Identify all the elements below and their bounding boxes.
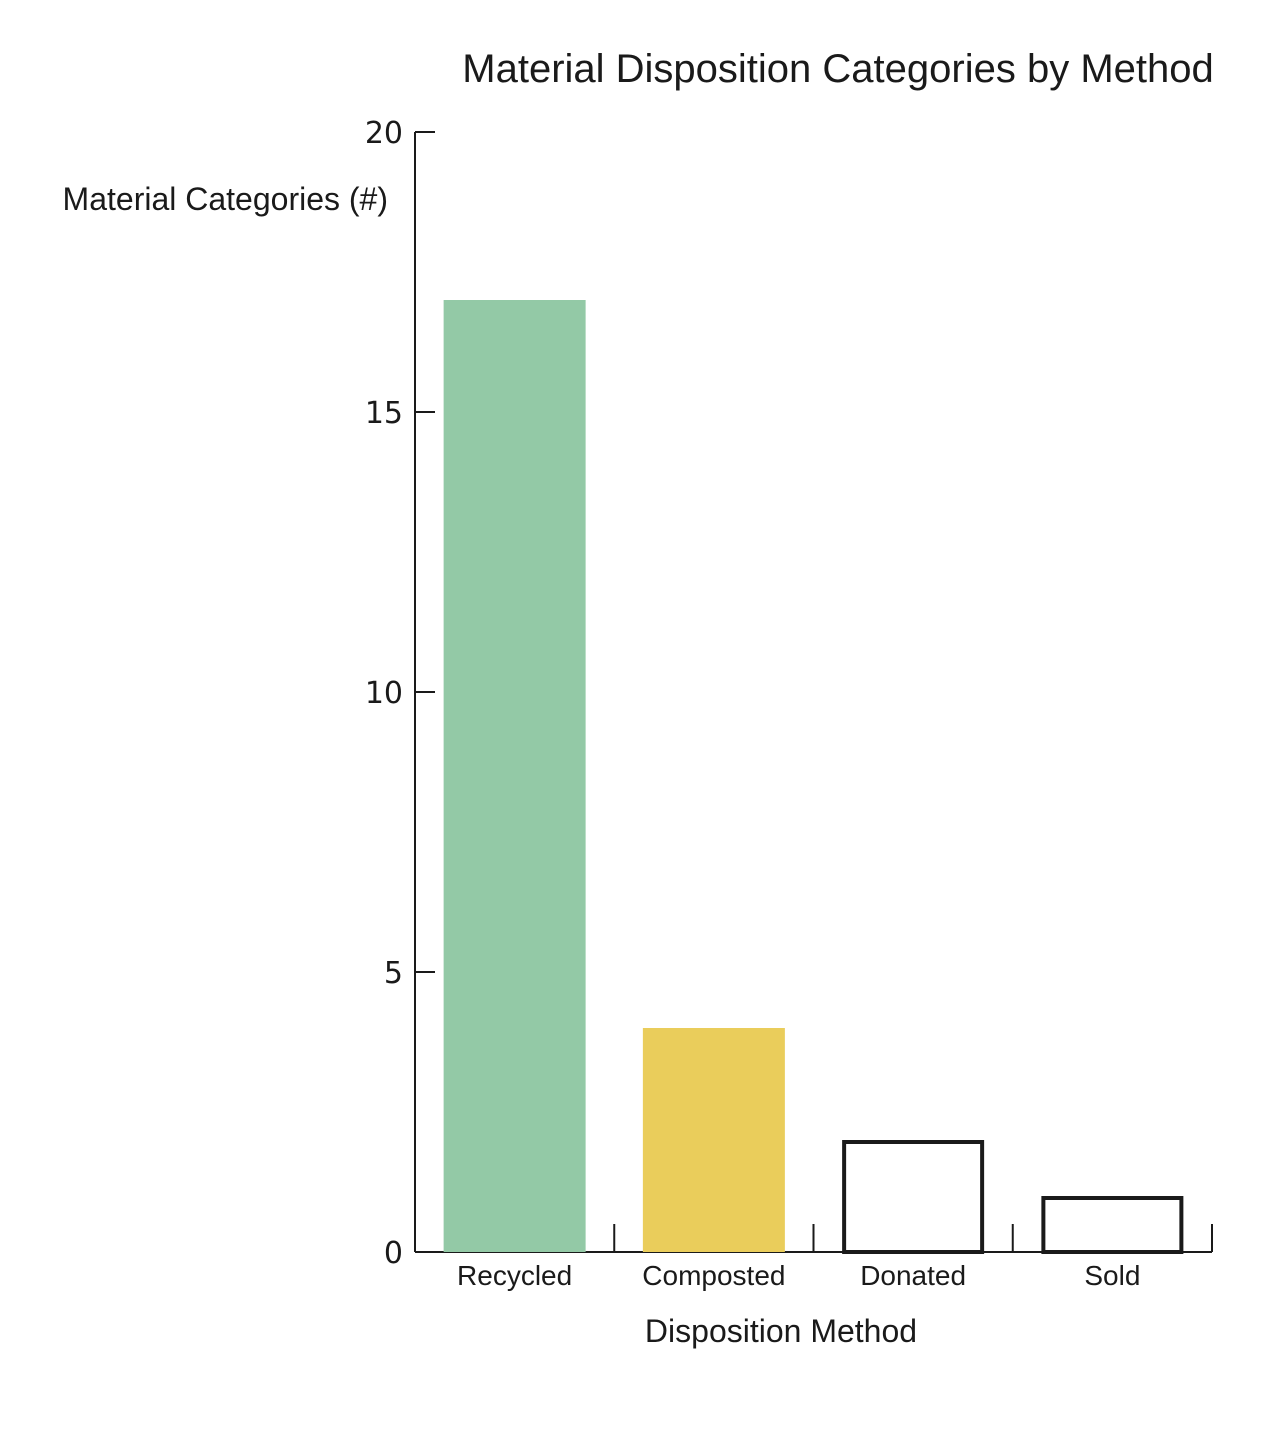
x-axis-label: Disposition Method xyxy=(645,1313,917,1349)
y-tick-label: 0 xyxy=(384,1236,403,1271)
y-axis-label: Material Categories (#) xyxy=(63,181,388,217)
x-tick-label: Composted xyxy=(642,1260,785,1291)
bars xyxy=(443,300,1184,1254)
y-tick-label: 5 xyxy=(384,956,403,991)
bar-composted xyxy=(642,1028,785,1252)
x-tick-label: Donated xyxy=(860,1260,966,1291)
x-tick-label: Sold xyxy=(1084,1260,1140,1291)
bar-sold xyxy=(1041,1196,1184,1254)
y-tick-label: 10 xyxy=(365,676,403,711)
tick-labels: 0 5 10 15 20 Recycled Composted Donated Sold xyxy=(365,116,1141,1291)
y-tick-label: 15 xyxy=(365,396,403,431)
bar-donated xyxy=(842,1140,985,1254)
x-tick-label: Recycled xyxy=(457,1260,572,1291)
chart-title: Material Disposition Categories by Metho… xyxy=(462,47,1213,91)
y-tick-label: 20 xyxy=(365,116,403,151)
bar-recycled xyxy=(443,300,586,1252)
